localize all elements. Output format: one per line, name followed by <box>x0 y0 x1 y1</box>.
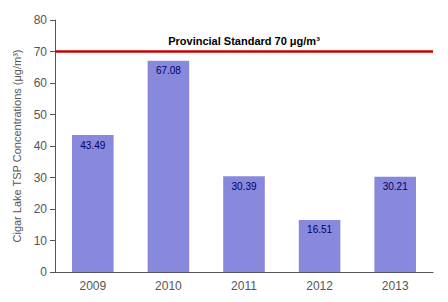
svg-text:30.39: 30.39 <box>231 181 256 192</box>
svg-text:2013: 2013 <box>382 279 409 293</box>
svg-text:60: 60 <box>34 76 48 90</box>
svg-text:30.21: 30.21 <box>383 181 408 192</box>
svg-text:0: 0 <box>40 265 47 279</box>
svg-text:16.51: 16.51 <box>307 224 332 235</box>
svg-text:2012: 2012 <box>306 279 333 293</box>
svg-text:50: 50 <box>34 108 48 122</box>
svg-text:2009: 2009 <box>79 279 106 293</box>
svg-text:20: 20 <box>34 202 48 216</box>
svg-text:43.49: 43.49 <box>80 140 105 151</box>
svg-text:2011: 2011 <box>231 279 257 293</box>
svg-text:80: 80 <box>34 13 48 27</box>
svg-text:Cigar Lake TSP Concentrations: Cigar Lake TSP Concentrations (μg/m³) <box>11 49 23 242</box>
svg-text:67.08: 67.08 <box>156 65 181 76</box>
svg-text:2010: 2010 <box>155 279 182 293</box>
svg-text:10: 10 <box>34 234 48 248</box>
svg-text:40: 40 <box>34 139 48 153</box>
svg-text:70: 70 <box>34 45 48 59</box>
svg-text:30: 30 <box>34 171 48 185</box>
svg-text:Provincial Standard 70 μg/m³: Provincial Standard 70 μg/m³ <box>168 35 320 47</box>
